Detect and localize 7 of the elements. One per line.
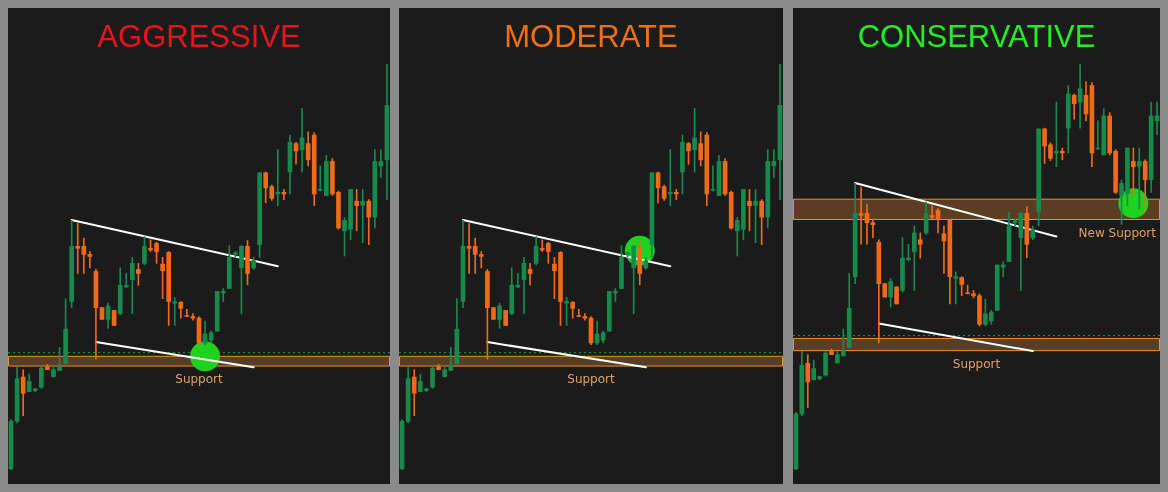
chart-title: MODERATE (503, 18, 679, 56)
chart-title: CONSERVATIVE (856, 18, 1097, 56)
band-label: Support (952, 356, 1001, 371)
band-label: Support (567, 372, 616, 387)
chart-title: AGGRESSIVE (96, 18, 302, 56)
band-label: New Support (1078, 225, 1157, 240)
band-label: Support (175, 372, 224, 387)
